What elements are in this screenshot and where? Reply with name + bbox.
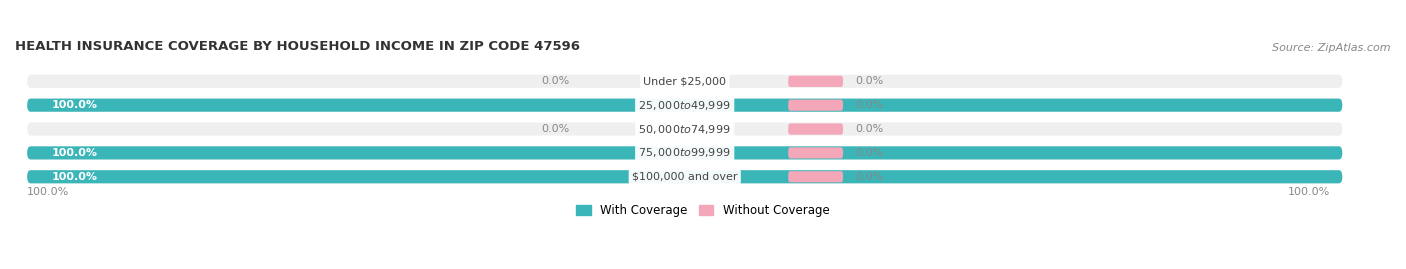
Text: 0.0%: 0.0% xyxy=(855,100,883,110)
Text: 100.0%: 100.0% xyxy=(52,172,97,182)
Text: 100.0%: 100.0% xyxy=(52,100,97,110)
Text: Source: ZipAtlas.com: Source: ZipAtlas.com xyxy=(1272,43,1391,53)
FancyBboxPatch shape xyxy=(27,122,1343,136)
Text: 0.0%: 0.0% xyxy=(855,76,883,86)
Text: $75,000 to $99,999: $75,000 to $99,999 xyxy=(638,146,731,160)
FancyBboxPatch shape xyxy=(27,146,1343,160)
Text: 100.0%: 100.0% xyxy=(52,148,97,158)
Text: 0.0%: 0.0% xyxy=(855,148,883,158)
Text: 0.0%: 0.0% xyxy=(541,76,569,86)
FancyBboxPatch shape xyxy=(27,99,1343,112)
FancyBboxPatch shape xyxy=(789,76,844,87)
FancyBboxPatch shape xyxy=(27,75,1343,88)
Text: $100,000 and over: $100,000 and over xyxy=(631,172,738,182)
Text: 100.0%: 100.0% xyxy=(1288,187,1330,197)
FancyBboxPatch shape xyxy=(789,147,844,158)
FancyBboxPatch shape xyxy=(789,171,844,182)
FancyBboxPatch shape xyxy=(789,123,844,135)
FancyBboxPatch shape xyxy=(27,146,1343,160)
FancyBboxPatch shape xyxy=(27,99,1343,112)
Text: 100.0%: 100.0% xyxy=(27,187,69,197)
FancyBboxPatch shape xyxy=(27,170,1343,183)
Text: HEALTH INSURANCE COVERAGE BY HOUSEHOLD INCOME IN ZIP CODE 47596: HEALTH INSURANCE COVERAGE BY HOUSEHOLD I… xyxy=(15,40,581,53)
Text: $50,000 to $74,999: $50,000 to $74,999 xyxy=(638,123,731,136)
Text: 0.0%: 0.0% xyxy=(855,124,883,134)
FancyBboxPatch shape xyxy=(789,100,844,111)
Text: Under $25,000: Under $25,000 xyxy=(643,76,727,86)
Text: 0.0%: 0.0% xyxy=(855,172,883,182)
Legend: With Coverage, Without Coverage: With Coverage, Without Coverage xyxy=(572,199,834,222)
Text: 0.0%: 0.0% xyxy=(541,124,569,134)
FancyBboxPatch shape xyxy=(27,170,1343,183)
Text: $25,000 to $49,999: $25,000 to $49,999 xyxy=(638,99,731,112)
